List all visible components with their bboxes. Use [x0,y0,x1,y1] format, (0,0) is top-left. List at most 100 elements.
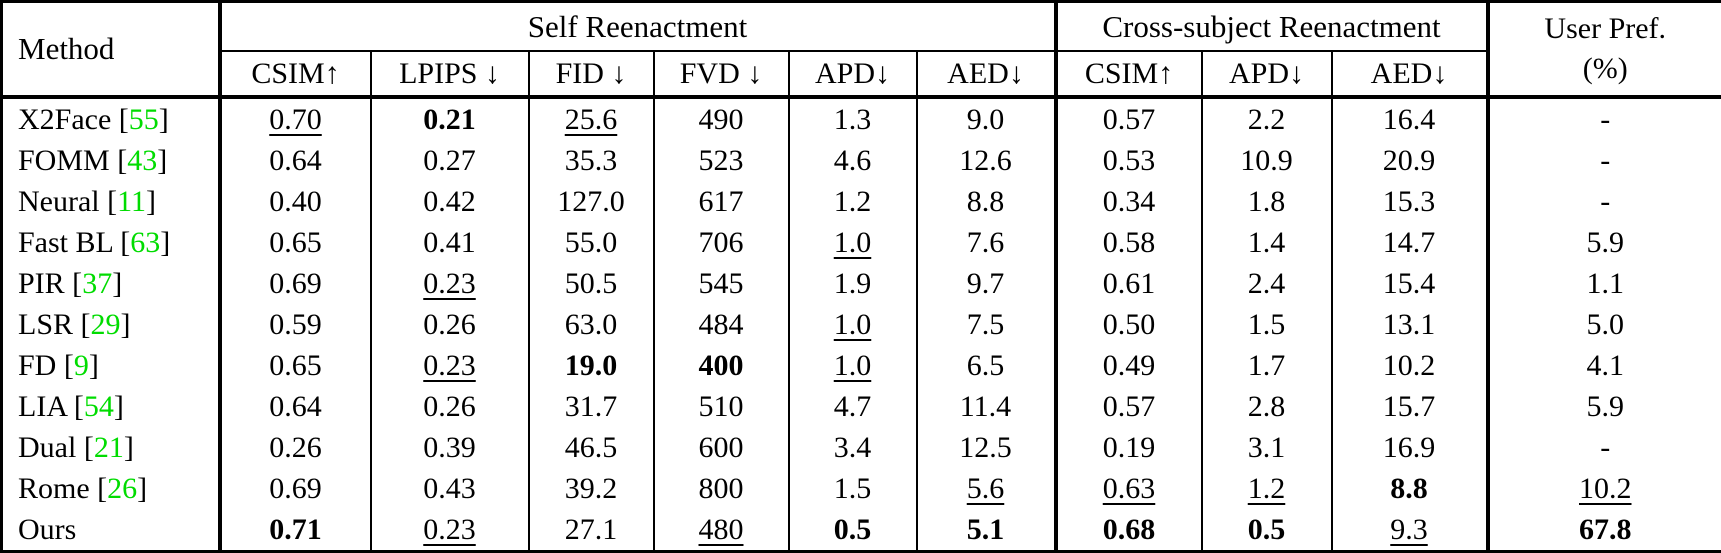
header-row-groups: Method Self Reenactment Cross-subject Re… [2,2,1721,52]
value-cell: 0.5 [1202,509,1332,552]
value-cell: 1.1 [1488,263,1721,304]
value-cell: 10.2 [1488,468,1721,509]
value-cell: 600 [654,427,789,468]
method-label: Dual [ [18,431,94,464]
value-cell: 2.2 [1202,97,1332,140]
value-cell: 127.0 [529,181,654,222]
value-cell: 1.5 [789,468,917,509]
value-cell: 0.69 [220,263,371,304]
value-cell: 19.0 [529,345,654,386]
method-label: LSR [ [18,308,91,341]
col-header-fid: FID ↓ [529,51,654,97]
value-cell: 55.0 [529,222,654,263]
value-cell: 0.23 [371,509,529,552]
value-cell: 0.61 [1056,263,1202,304]
value-cell: 16.9 [1332,427,1488,468]
value-cell: 9.0 [917,97,1056,140]
value-cell: 4.7 [789,386,917,427]
value-cell: - [1488,427,1721,468]
value-cell: 0.50 [1056,304,1202,345]
method-label: Neural [ [18,185,117,218]
citation-bracket: ] [112,267,122,300]
value-cell: 10.9 [1202,140,1332,181]
value-cell: 2.4 [1202,263,1332,304]
col-header-apd-self: APD↓ [789,51,917,97]
value-cell: 3.1 [1202,427,1332,468]
value-cell: 35.3 [529,140,654,181]
value-cell: 15.4 [1332,263,1488,304]
value-cell: 545 [654,263,789,304]
citation-number: 29 [91,308,121,341]
citation-bracket: ] [114,390,124,423]
value-cell: 13.1 [1332,304,1488,345]
value-cell: 15.3 [1332,181,1488,222]
value-cell: 11.4 [917,386,1056,427]
value-cell: 2.8 [1202,386,1332,427]
citation-bracket: ] [157,144,167,177]
value-cell: - [1488,97,1721,140]
value-cell: 0.64 [220,140,371,181]
value-cell: 12.6 [917,140,1056,181]
value-cell: 0.70 [220,97,371,140]
citation-bracket: ] [124,431,134,464]
value-cell: 0.40 [220,181,371,222]
value-cell: 1.7 [1202,345,1332,386]
method-cell: FD [9] [2,345,220,386]
value-cell: 25.6 [529,97,654,140]
value-cell: 400 [654,345,789,386]
group-header-cross-subject-reenactment: Cross-subject Reenactment [1056,2,1488,52]
group-header-self-reenactment: Self Reenactment [220,2,1056,52]
value-cell: 523 [654,140,789,181]
col-header-method: Method [2,2,220,98]
method-label: Rome [ [18,472,107,505]
value-cell: 0.65 [220,222,371,263]
value-cell: 0.26 [220,427,371,468]
value-cell: 617 [654,181,789,222]
method-cell: PIR [37] [2,263,220,304]
citation-number: 21 [94,431,124,464]
value-cell: 5.9 [1488,222,1721,263]
value-cell: 0.27 [371,140,529,181]
value-cell: 9.7 [917,263,1056,304]
method-label: X2Face [ [18,103,129,136]
value-cell: - [1488,140,1721,181]
method-cell: LSR [29] [2,304,220,345]
citation-number: 55 [129,103,159,136]
value-cell: 510 [654,386,789,427]
method-cell: Rome [26] [2,468,220,509]
citation-bracket: ] [159,103,169,136]
value-cell: 1.5 [1202,304,1332,345]
value-cell: 5.1 [917,509,1056,552]
value-cell: 14.7 [1332,222,1488,263]
value-cell: 4.1 [1488,345,1721,386]
value-cell: 1.9 [789,263,917,304]
col-header-aed-self: AED↓ [917,51,1056,97]
value-cell: 480 [654,509,789,552]
value-cell: 7.5 [917,304,1056,345]
value-cell: 1.2 [789,181,917,222]
value-cell: 5.0 [1488,304,1721,345]
value-cell: 7.6 [917,222,1056,263]
value-cell: 0.69 [220,468,371,509]
citation-number: 43 [127,144,157,177]
value-cell: 0.41 [371,222,529,263]
value-cell: 6.5 [917,345,1056,386]
value-cell: 706 [654,222,789,263]
table-header: Method Self Reenactment Cross-subject Re… [2,2,1721,98]
value-cell: 0.68 [1056,509,1202,552]
method-cell: Neural [11] [2,181,220,222]
value-cell: 0.71 [220,509,371,552]
value-cell: 1.4 [1202,222,1332,263]
value-cell: 1.8 [1202,181,1332,222]
value-cell: 63.0 [529,304,654,345]
value-cell: 0.26 [371,304,529,345]
value-cell: 1.0 [789,304,917,345]
